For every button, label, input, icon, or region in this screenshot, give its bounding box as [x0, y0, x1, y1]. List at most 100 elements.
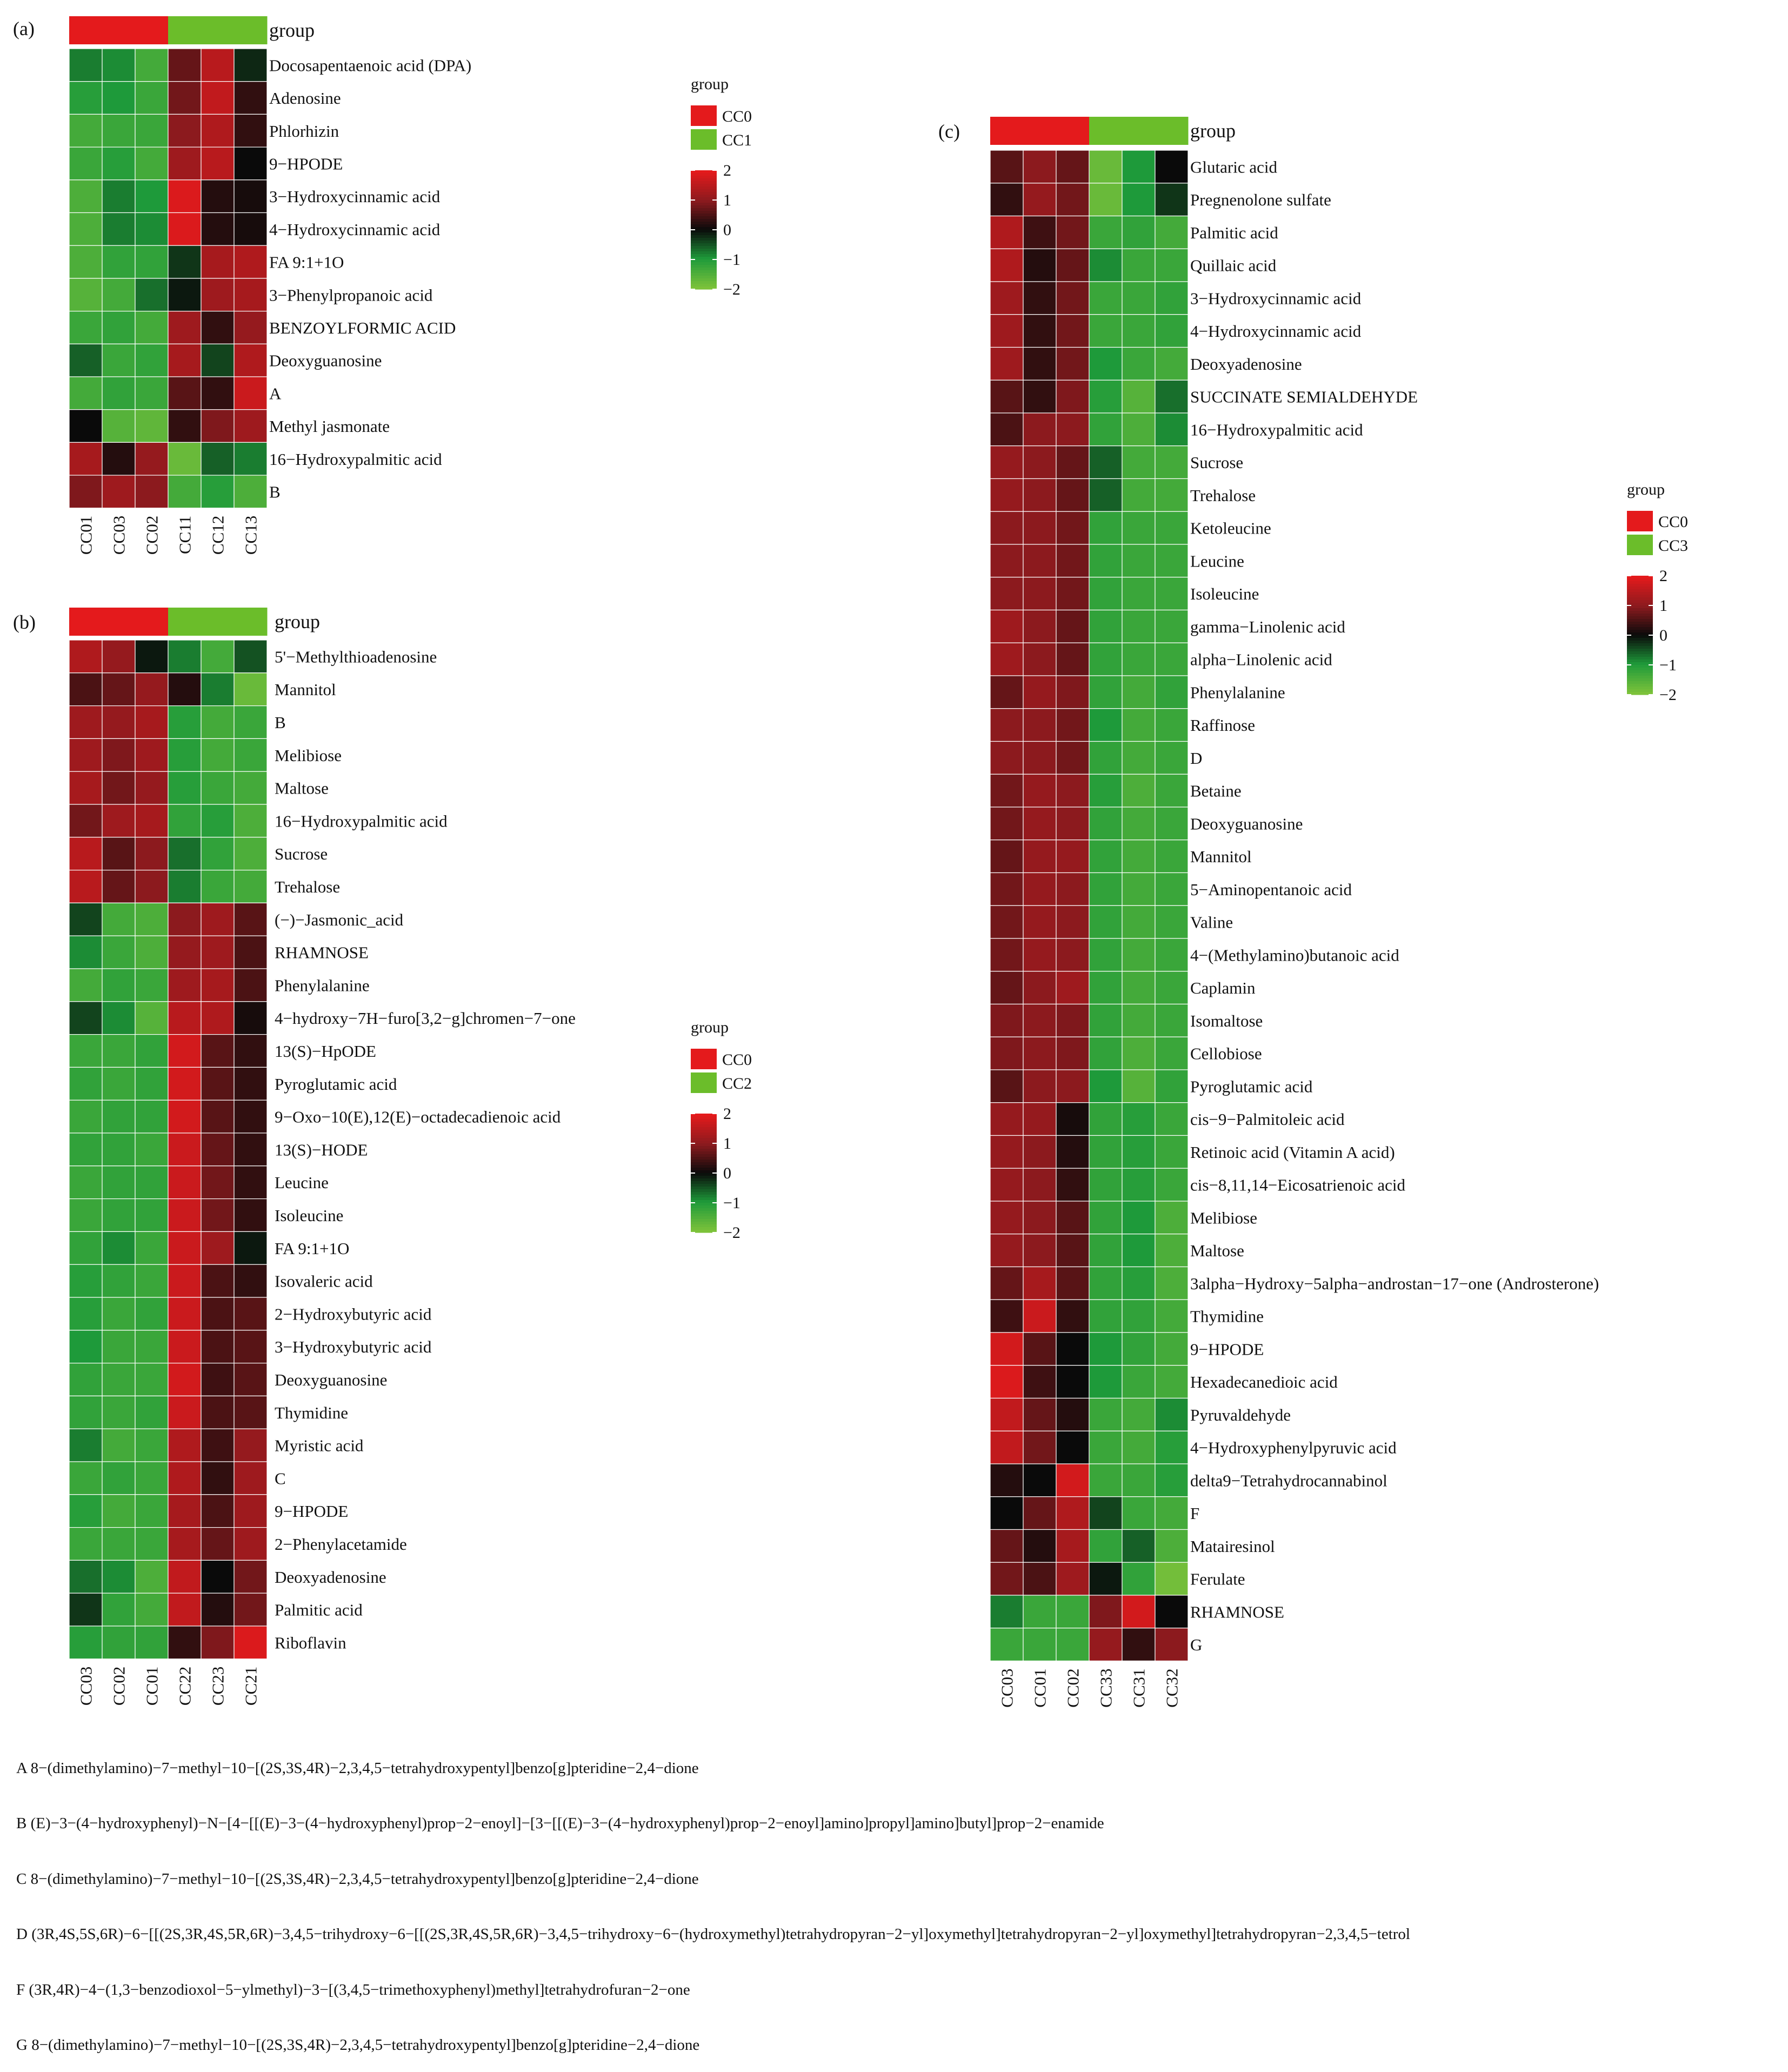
row-label: G: [1190, 1635, 1202, 1654]
heatmap-cell: [1089, 609, 1123, 643]
heatmap-cell: [102, 1100, 136, 1134]
heatmap-cell: [135, 804, 169, 838]
heatmap-cell: [1089, 150, 1123, 184]
heatmap-cell: [201, 902, 235, 936]
heatmap-cell: [1023, 872, 1057, 906]
colorbar-tick-label: −2: [723, 1224, 740, 1242]
heatmap-cell: [1023, 445, 1057, 479]
heatmap-cell: [201, 837, 235, 871]
heatmap-cell: [201, 212, 235, 246]
heatmap-cell: [1056, 1332, 1090, 1366]
heatmap-cell: [135, 1297, 169, 1331]
heatmap-cell: [1023, 708, 1057, 742]
heatmap-cell: [1089, 1003, 1123, 1037]
row-label: Mannitol: [1190, 847, 1252, 866]
colorbar-segment: [691, 281, 717, 284]
heatmap-cell: [990, 1397, 1024, 1431]
heatmap-cell: [1155, 1628, 1189, 1662]
row-label: Deoxyguanosine: [275, 1370, 387, 1389]
heatmap-cell: [1023, 577, 1057, 611]
colorbar-segment: [691, 1132, 717, 1136]
colorbar-segment: [1627, 611, 1653, 614]
colorbar-segment: [691, 1122, 717, 1125]
row-label: Docosapentaenoic acid (DPA): [269, 56, 471, 75]
colorbar-segment: [691, 235, 717, 238]
heatmap-cell: [102, 245, 136, 279]
heatmap-cell: [1056, 1266, 1090, 1300]
heatmap-cell: [69, 1494, 103, 1528]
heatmap-cell: [102, 672, 136, 707]
colorbar-segment: [691, 189, 717, 192]
heatmap-cell: [69, 343, 103, 377]
colorbar-segment: [691, 1124, 717, 1128]
colorbar-segment: [691, 1178, 717, 1182]
heatmap-cell: [1056, 248, 1090, 282]
heatmap-cell: [1089, 1496, 1123, 1530]
heatmap-cell: [1056, 1201, 1090, 1235]
group-band-cell: [1023, 117, 1057, 145]
heatmap-cell: [102, 1034, 136, 1068]
row-label: Phenylalanine: [1190, 683, 1285, 702]
column-label: CC03: [77, 1667, 96, 1705]
heatmap-cell: [233, 1231, 268, 1265]
heatmap-cell: [1056, 1595, 1090, 1629]
legend-swatch: [691, 1072, 717, 1093]
colorbar-tick-label: 1: [723, 1135, 731, 1152]
colorbar-segment: [1627, 654, 1653, 657]
heatmap-cell: [1023, 1529, 1057, 1563]
row-label: Riboflavin: [275, 1633, 346, 1652]
heatmap-cell: [1155, 445, 1189, 479]
column-label: CC02: [1064, 1669, 1083, 1708]
group-band-cell: [234, 16, 268, 44]
heatmap-cell: [1089, 183, 1123, 217]
heatmap-cell: [233, 1560, 268, 1594]
colorbar-segment: [691, 1173, 717, 1176]
heatmap-cell: [102, 1560, 136, 1594]
heatmap-cell: [233, 278, 268, 312]
heatmap-cell: [102, 1593, 136, 1627]
heatmap-cell: [1056, 1430, 1090, 1464]
colorbar-segment: [691, 1154, 717, 1157]
heatmap-cell: [1155, 872, 1189, 906]
colorbar-segment: [691, 184, 717, 187]
heatmap-cell: [201, 639, 235, 674]
heatmap-cell: [990, 577, 1024, 611]
heatmap-cell: [69, 1132, 103, 1167]
heatmap-cell: [135, 310, 169, 344]
row-label: Hexadecanedioic acid: [1190, 1373, 1338, 1391]
colorbar-tick-label: 0: [723, 1164, 731, 1182]
colorbar-segment: [691, 1219, 717, 1222]
group-band-label: group: [1190, 120, 1236, 142]
heatmap-cell: [1155, 314, 1189, 348]
row-label: SUCCINATE SEMIALDEHYDE: [1190, 388, 1418, 407]
heatmap-cell: [990, 1135, 1024, 1169]
heatmap-cell: [990, 905, 1024, 939]
heatmap-cell: [201, 409, 235, 443]
heatmap-cell: [233, 1198, 268, 1232]
heatmap-cell: [233, 376, 268, 410]
heatmap-cell: [201, 1067, 235, 1101]
heatmap-cell: [1023, 938, 1057, 972]
colorbar-tick-label: 2: [1659, 567, 1667, 585]
row-label: Isoleucine: [1190, 584, 1259, 603]
heatmap-cell: [135, 1001, 169, 1035]
heatmap-cell: [135, 278, 169, 312]
heatmap-cell: [168, 837, 202, 871]
heatmap-cell: [1089, 1168, 1123, 1202]
heatmap-cell: [1122, 445, 1156, 479]
heatmap-cell: [233, 1067, 268, 1101]
heatmap-cell: [1089, 1102, 1123, 1136]
colorbar-segment: [691, 200, 717, 203]
heatmap-cell: [1155, 1036, 1189, 1070]
heatmap-cell: [990, 774, 1024, 808]
heatmap-cell: [135, 1330, 169, 1364]
row-label: Matairesinol: [1190, 1537, 1275, 1556]
heatmap-cell: [201, 1560, 235, 1594]
group-band-cell: [168, 608, 202, 636]
heatmap-cell: [1155, 1266, 1189, 1300]
heatmap-cell: [135, 869, 169, 903]
row-label: B: [275, 713, 286, 732]
row-label: 9−HPODE: [269, 154, 343, 173]
heatmap-cell: [1155, 379, 1189, 414]
heatmap-cell: [1122, 1036, 1156, 1070]
